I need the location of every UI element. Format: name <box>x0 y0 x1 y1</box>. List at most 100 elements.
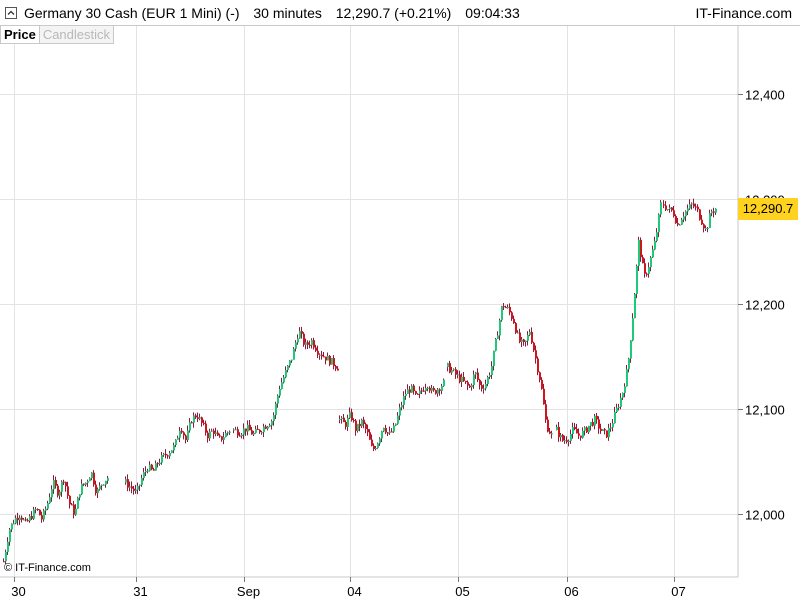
candle-body <box>701 219 703 225</box>
candle-body <box>425 388 427 392</box>
x-tick-label: 07 <box>671 584 685 599</box>
candle-body <box>461 376 463 382</box>
candle-body <box>163 453 165 456</box>
candle-body <box>493 350 495 367</box>
candle-body <box>427 387 429 389</box>
candle-body <box>415 391 417 394</box>
candle-body <box>269 425 271 427</box>
candle-body <box>33 509 35 519</box>
candle-body <box>537 358 539 373</box>
candle-body <box>393 425 395 432</box>
candle-body <box>417 393 419 395</box>
candle-body <box>107 477 109 481</box>
tab-chart-type[interactable]: Candlestick <box>39 26 115 44</box>
candle-body <box>503 306 505 308</box>
candle-body <box>83 483 85 485</box>
candle-body <box>397 415 399 424</box>
timeframe-label[interactable]: 30 minutes <box>253 5 322 21</box>
candle-body <box>377 443 379 448</box>
candle-body <box>556 426 558 431</box>
candle-body <box>491 366 493 375</box>
candle-body <box>255 428 257 433</box>
candle-body <box>165 453 167 456</box>
candle-body <box>441 385 443 391</box>
candle-body <box>419 390 421 394</box>
candle-body <box>77 497 79 509</box>
candle-body <box>367 429 369 433</box>
candle-body <box>137 485 139 490</box>
candle-body <box>69 495 71 505</box>
candle-body <box>545 404 547 420</box>
candle-body <box>233 429 235 431</box>
tab-price[interactable]: Price <box>0 26 40 44</box>
candle-body <box>243 428 245 435</box>
candle-body <box>273 415 275 422</box>
candle-body <box>239 435 241 437</box>
candle-body <box>473 374 475 386</box>
candle-body <box>175 439 177 445</box>
candle-body <box>634 294 636 319</box>
candle-body <box>105 480 107 485</box>
candle-body <box>499 320 501 336</box>
candle-body <box>327 355 329 361</box>
candle-body <box>513 318 515 324</box>
candle-body <box>693 203 695 207</box>
candle-body <box>511 312 513 319</box>
candle-body <box>305 342 307 345</box>
collapse-icon[interactable] <box>5 7 17 19</box>
last-price-label: 12,290.7 <box>738 197 798 220</box>
candle-body <box>5 551 7 562</box>
candle-body <box>703 224 705 229</box>
candle-body <box>223 437 225 440</box>
candle-body <box>341 417 343 420</box>
candle-body <box>584 427 586 431</box>
candle-body <box>259 429 261 433</box>
candle-body <box>27 520 29 522</box>
candle-body <box>183 432 185 436</box>
candle-body <box>547 419 549 432</box>
candle-body <box>687 208 689 212</box>
x-axis: 30 31 Sep 04 05 06 07 <box>11 577 686 599</box>
candle-body <box>179 430 181 438</box>
candle-body <box>423 390 425 392</box>
candle-body <box>628 358 630 370</box>
candle-body <box>507 306 509 308</box>
candle-body <box>359 423 361 427</box>
candle-body <box>675 216 677 224</box>
candle-body <box>709 213 711 228</box>
candle-body <box>97 489 99 494</box>
candle-body <box>389 431 391 433</box>
brand-label: IT-Finance.com <box>695 5 792 21</box>
candle-body <box>594 415 596 426</box>
candle-body <box>19 517 21 521</box>
candle-body <box>151 464 153 470</box>
candle-body <box>580 435 582 438</box>
candle-body <box>451 370 453 373</box>
candle-body <box>195 415 197 418</box>
candle-body <box>143 472 145 479</box>
candle-body <box>139 484 141 486</box>
candle-body <box>646 273 648 275</box>
candle-body <box>161 455 163 463</box>
candle-body <box>431 387 433 391</box>
candle-body <box>253 432 255 435</box>
candle-body <box>407 389 409 394</box>
candle-body <box>215 432 217 434</box>
candle-body <box>691 203 693 205</box>
candle-body <box>155 463 157 471</box>
candle-body <box>421 390 423 392</box>
candle-body <box>241 434 243 437</box>
x-tick-label: 05 <box>455 584 469 599</box>
candle-body <box>572 427 574 434</box>
candle-body <box>13 523 15 525</box>
candle-body <box>177 437 179 440</box>
candle-body <box>265 426 267 429</box>
candle-body <box>467 382 469 386</box>
candle-body <box>37 509 39 511</box>
candle-body <box>171 450 173 453</box>
candle-body <box>249 424 251 431</box>
candle-body <box>681 219 683 225</box>
candle-body <box>606 430 608 438</box>
